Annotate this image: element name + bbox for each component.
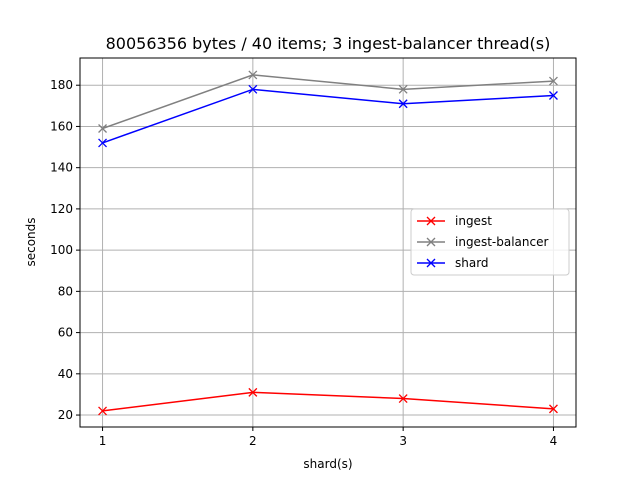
legend: ingest ingest-balancer shard bbox=[410, 208, 570, 276]
y-tick-label: 140 bbox=[50, 161, 73, 175]
data-point-ingest-balancer bbox=[398, 84, 408, 94]
series-ingest bbox=[98, 387, 558, 416]
legend-marker bbox=[426, 258, 436, 268]
series-line-ingest-balancer bbox=[102, 74, 554, 130]
y-tick-label: 120 bbox=[50, 202, 73, 216]
y-tick-label: 40 bbox=[58, 367, 73, 381]
data-point-ingest bbox=[98, 406, 108, 416]
x-tick-label: 4 bbox=[550, 434, 558, 448]
y-tick-label: 20 bbox=[58, 408, 73, 422]
data-point-shard bbox=[248, 84, 258, 94]
legend-box bbox=[410, 208, 570, 276]
x-axis: 1 2 3 4 bbox=[99, 427, 558, 448]
y-axis-label: seconds bbox=[24, 217, 38, 266]
x-tick-label: 2 bbox=[249, 434, 257, 448]
legend-item-ingest-balancer: ingest-balancer bbox=[417, 235, 548, 249]
x-axis-label: shard(s) bbox=[303, 457, 352, 471]
data-point-shard bbox=[548, 91, 558, 100]
x-tick-label: 3 bbox=[399, 434, 407, 448]
legend-marker bbox=[426, 237, 436, 247]
data-point-ingest bbox=[248, 387, 258, 397]
legend-label: ingest-balancer bbox=[455, 235, 548, 249]
data-point-ingest bbox=[548, 404, 558, 414]
series-line-shard bbox=[102, 88, 554, 144]
data-point-shard bbox=[398, 99, 408, 109]
y-tick-label: 60 bbox=[58, 326, 73, 340]
legend-label: shard bbox=[455, 256, 489, 270]
series-layer bbox=[98, 70, 558, 416]
legend-item-shard: shard bbox=[417, 256, 489, 270]
y-tick-label: 160 bbox=[50, 119, 73, 133]
y-tick-label: 80 bbox=[58, 284, 73, 298]
data-point-shard bbox=[98, 138, 108, 148]
y-axis: 20 40 60 80 100 120 140 160 180 bbox=[50, 78, 80, 422]
y-tick-label: 100 bbox=[50, 243, 73, 257]
data-point-ingest-balancer bbox=[548, 76, 558, 86]
series-line-ingest bbox=[102, 391, 554, 412]
plot-frame bbox=[79, 57, 577, 428]
y-tick-label: 180 bbox=[50, 78, 73, 92]
chart-title: 80056356 bytes / 40 items; 3 ingest-bala… bbox=[106, 34, 551, 53]
legend-label: ingest bbox=[455, 214, 492, 228]
legend-item-ingest: ingest bbox=[417, 214, 492, 228]
legend-marker bbox=[426, 216, 436, 226]
x-tick-label: 1 bbox=[99, 434, 107, 448]
data-point-ingest-balancer bbox=[98, 124, 108, 133]
data-point-ingest-balancer bbox=[248, 70, 258, 80]
series-ingest-balancer bbox=[98, 70, 558, 133]
data-point-ingest bbox=[398, 394, 408, 404]
series-shard bbox=[98, 84, 558, 148]
